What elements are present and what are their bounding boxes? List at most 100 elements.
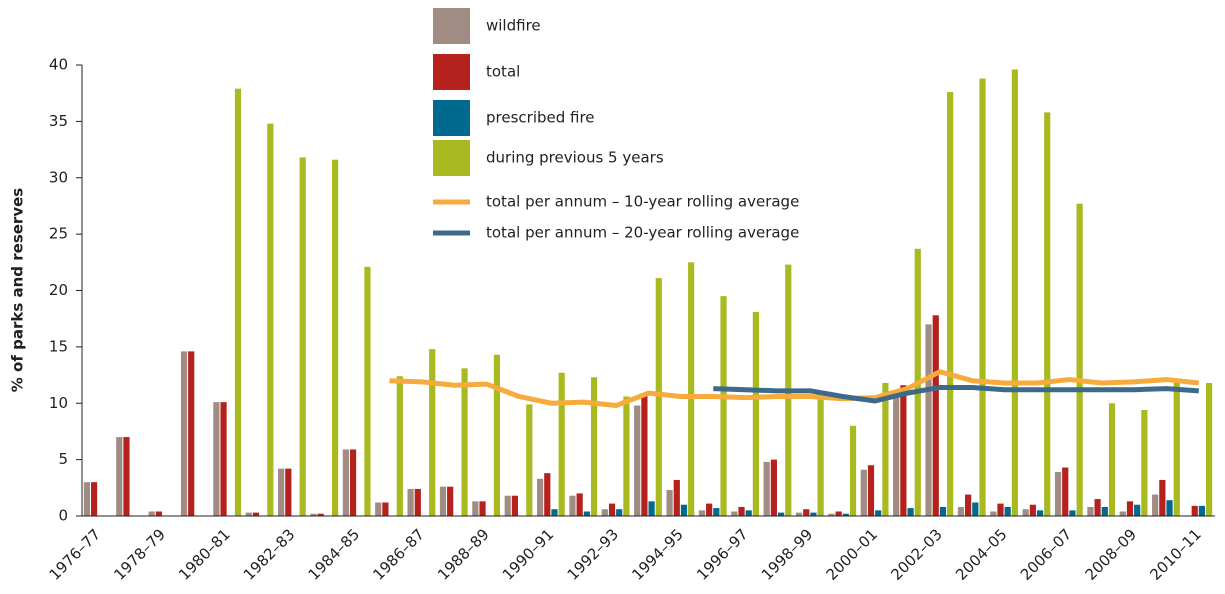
bar — [1069, 510, 1076, 516]
bar — [706, 503, 713, 516]
bar — [1134, 504, 1141, 516]
bar — [1173, 382, 1180, 516]
legend-swatch — [433, 140, 470, 176]
bar — [939, 506, 947, 516]
bar — [623, 396, 630, 516]
bar — [439, 486, 447, 516]
bar — [1159, 479, 1166, 516]
x-tick-label: 2008–09 — [1082, 525, 1141, 584]
bar — [544, 473, 551, 516]
bar — [673, 479, 680, 516]
bar — [220, 402, 227, 516]
bar — [252, 512, 260, 516]
bar — [875, 510, 882, 516]
legend-label: prescribed fire — [486, 109, 595, 127]
bar — [349, 449, 357, 516]
bar — [893, 397, 900, 516]
legend-swatch — [433, 8, 470, 44]
bar — [601, 509, 608, 516]
legend-label: total per annum – 10-year rolling averag… — [486, 193, 799, 211]
x-tick-label: 1984–85 — [305, 525, 364, 584]
line — [713, 384, 1199, 404]
bar — [634, 405, 641, 516]
bar — [583, 511, 590, 516]
bar — [1076, 203, 1083, 516]
bar — [1108, 403, 1116, 516]
legend-label: during previous 5 years — [486, 149, 664, 167]
bar — [1022, 509, 1029, 516]
bar — [738, 506, 745, 516]
y-axis-title: % of parks and reserves — [9, 188, 27, 392]
bar — [1004, 506, 1011, 516]
bar — [1101, 506, 1108, 516]
bar — [842, 513, 849, 516]
bar — [777, 512, 785, 516]
y-tick-label: 35 — [49, 112, 68, 130]
y-tick-label: 0 — [58, 507, 68, 525]
x-tick-label: 1996–97 — [693, 525, 752, 584]
bar — [925, 324, 932, 516]
bar — [511, 495, 519, 516]
bar — [245, 512, 252, 516]
bar — [472, 501, 479, 516]
bar — [817, 394, 824, 516]
bar — [299, 157, 306, 516]
bar — [116, 437, 123, 516]
y-tick-label: 40 — [49, 56, 68, 74]
bar — [810, 512, 817, 516]
x-tick-label: 1980–81 — [175, 525, 234, 584]
y-tick-label: 5 — [58, 450, 68, 468]
bar — [1126, 501, 1134, 516]
bar — [1191, 505, 1198, 516]
bar — [285, 468, 292, 516]
bar — [731, 511, 738, 516]
x-tick-label: 1998–99 — [758, 525, 817, 584]
bar — [1198, 505, 1206, 516]
bar — [1152, 494, 1159, 516]
bar — [1044, 112, 1051, 516]
bar — [1011, 69, 1018, 516]
legend-label: total per annum – 20-year rolling averag… — [486, 224, 799, 242]
x-tick-label: 1992–93 — [564, 525, 623, 584]
bar — [835, 511, 842, 516]
bar — [616, 509, 623, 516]
bar — [641, 395, 648, 516]
bar — [278, 468, 285, 516]
bar — [795, 512, 803, 516]
bar — [882, 382, 889, 516]
line — [389, 369, 1200, 409]
bar — [590, 377, 598, 516]
legend-swatch — [433, 54, 470, 90]
bar — [342, 449, 349, 516]
y-tick-label: 10 — [49, 394, 68, 412]
bar — [504, 495, 511, 516]
x-tick-label: 2006–07 — [1017, 525, 1076, 584]
bar — [666, 490, 673, 516]
bar — [331, 159, 339, 516]
bar — [860, 469, 867, 516]
x-tick-label: 1986–87 — [369, 525, 428, 584]
bar — [536, 478, 544, 516]
bar — [932, 315, 939, 516]
x-tick-label: 2002–03 — [887, 525, 946, 584]
bar — [461, 368, 468, 516]
bar — [180, 351, 188, 516]
bar — [1206, 382, 1213, 516]
bar — [965, 494, 972, 516]
bar — [1054, 472, 1062, 516]
bar — [364, 266, 371, 516]
bar — [213, 402, 220, 516]
bar — [997, 503, 1004, 516]
x-tick-label: 2000–01 — [823, 525, 882, 584]
bar — [479, 501, 486, 516]
bar — [407, 488, 414, 516]
legend-swatch — [433, 100, 470, 136]
x-tick-label: 1976–77 — [46, 525, 105, 584]
bar — [83, 482, 90, 516]
bar — [947, 92, 954, 516]
y-tick-label: 25 — [49, 225, 68, 243]
x-tick-label: 1990–91 — [499, 525, 558, 584]
bar — [558, 372, 565, 516]
legend-label: total — [486, 63, 520, 81]
